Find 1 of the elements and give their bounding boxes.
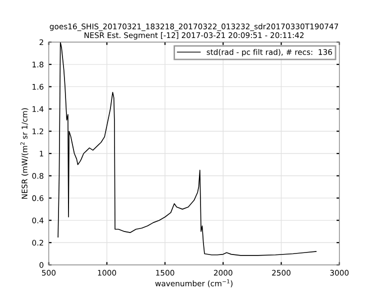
- line-series: [58, 42, 317, 256]
